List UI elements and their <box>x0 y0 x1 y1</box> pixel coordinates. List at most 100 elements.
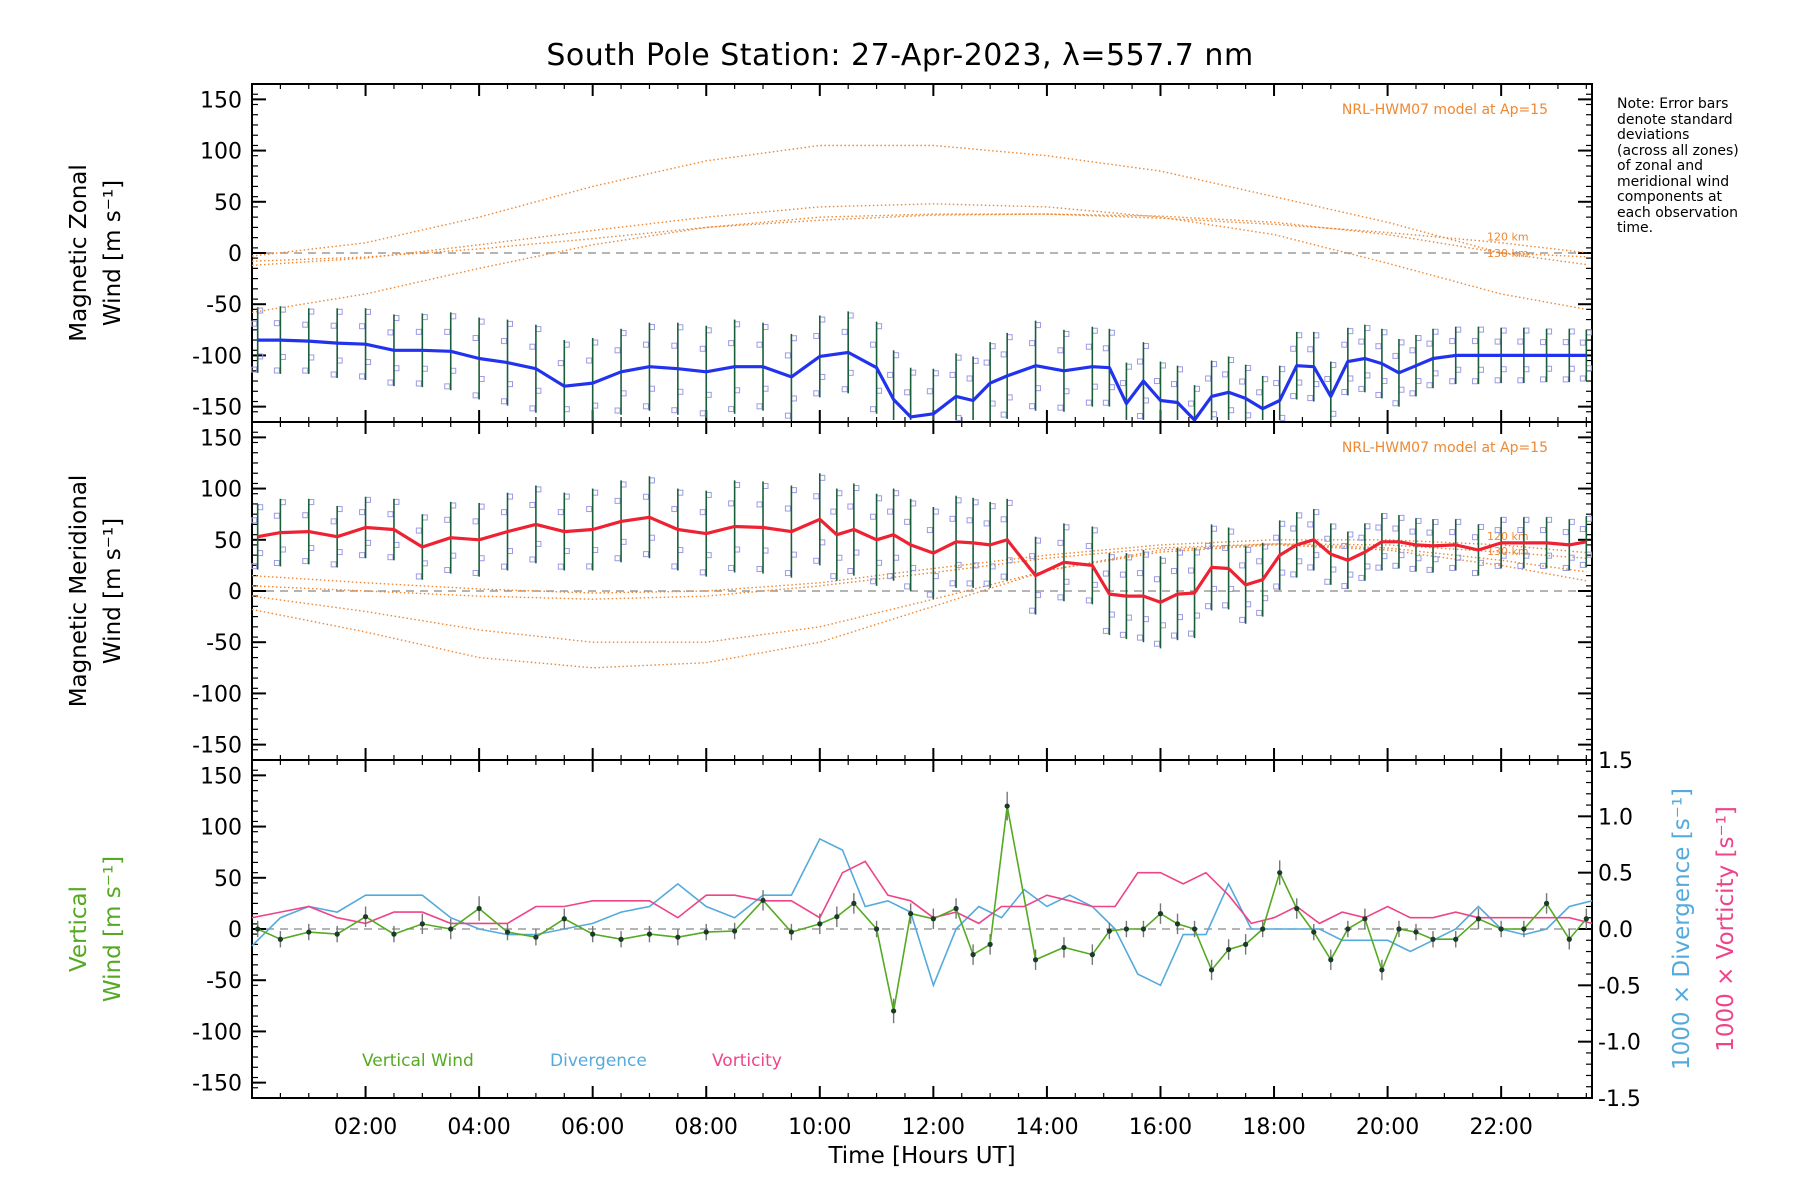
sample-marker <box>1000 351 1007 358</box>
x-tick-label: 14:00 <box>1015 1115 1078 1140</box>
sample-marker <box>1102 627 1109 634</box>
y2-axis-label-vorticity: 1000 × Vorticity [s⁻¹] <box>1713 806 1739 1052</box>
vertical-point <box>1498 926 1504 932</box>
sample-marker <box>1392 525 1399 532</box>
vertical-point <box>873 926 880 932</box>
sample-marker <box>1307 521 1314 528</box>
sample-marker <box>1471 378 1478 385</box>
sample-marker <box>1375 343 1382 350</box>
sample-marker <box>1471 338 1478 345</box>
vertical-point <box>1379 967 1385 973</box>
vertical-point <box>476 905 482 912</box>
y2-label-vorticity: 1000 × Vorticity [s⁻¹] <box>1713 806 1739 1052</box>
sample-marker <box>415 573 422 580</box>
sample-marker <box>1409 347 1416 354</box>
y-tick-label: 50 <box>214 867 242 892</box>
y-tick-label: -150 <box>192 396 242 421</box>
sample-marker <box>870 406 877 413</box>
y-axis-label-vertical-line: Vertical <box>66 886 92 972</box>
sample-marker <box>870 578 877 585</box>
sample-marker <box>1579 339 1586 346</box>
panel-zonal: -150 -100 -50 0 50 100 150 NRL-HWM07 model at A… <box>192 83 1593 423</box>
sample-marker <box>1239 378 1246 385</box>
sample-marker <box>501 509 508 516</box>
model-curve <box>251 144 1587 266</box>
sample-marker <box>387 379 394 386</box>
sample-marker <box>983 580 990 587</box>
sample-marker <box>1409 390 1416 397</box>
panel-vertical: -150 -100 -50 0 50 100 150 -1.5 -1.0 -0.5 0.0 0.5 1.… <box>192 749 1641 1169</box>
legend-item: Vorticity <box>712 1051 782 1071</box>
sample-marker <box>1471 534 1478 541</box>
vertical-point <box>1294 905 1300 912</box>
y2-tick-label: 1.5 <box>1598 749 1633 774</box>
sample-marker <box>501 398 508 405</box>
sample-marker <box>1449 529 1456 536</box>
sample-marker <box>387 511 394 518</box>
sample-marker <box>1562 529 1569 536</box>
sample-marker <box>1029 553 1036 560</box>
sample-marker <box>1273 583 1280 590</box>
vertical-point <box>1430 936 1436 942</box>
sample-marker <box>887 371 894 378</box>
x-tick-label: 10:00 <box>788 1115 851 1140</box>
sample-marker <box>1057 539 1064 546</box>
sample-marker <box>330 518 337 525</box>
y-axis-label-vertical: Vertical Wind [m s⁻¹] <box>66 856 126 1002</box>
sample-marker <box>1102 570 1109 577</box>
sample-marker <box>557 563 564 570</box>
model-altitude-label: 130 km <box>1487 545 1529 558</box>
vertical-point <box>970 952 976 958</box>
sample-marker <box>614 497 621 504</box>
vertical-point <box>1328 957 1334 963</box>
sample-marker <box>614 347 621 354</box>
vertical-point <box>504 929 511 935</box>
sample-marker <box>1540 376 1547 383</box>
vertical-point <box>987 941 993 947</box>
sample-marker <box>273 560 280 567</box>
y2-label-divergence: 1000 × Divergence [s⁻¹] <box>1669 788 1695 1070</box>
sample-marker <box>1392 352 1399 359</box>
model-altitude-label: 120 km <box>1487 530 1529 543</box>
vertical-point <box>1208 967 1215 973</box>
vertical-point <box>1345 926 1351 932</box>
vertical-point <box>817 921 823 927</box>
sample-marker <box>1307 395 1314 402</box>
model-curve <box>251 213 1587 314</box>
sample-marker <box>1375 391 1382 398</box>
sample-marker <box>1256 609 1263 616</box>
sample-marker <box>926 388 933 395</box>
sample-marker <box>1239 616 1246 623</box>
vertical-point <box>851 900 857 906</box>
sample-marker <box>784 505 791 512</box>
vertical-point <box>1226 946 1232 953</box>
sample-marker <box>926 527 933 534</box>
y-tick-label: -100 <box>192 1020 242 1045</box>
sample-marker <box>273 320 280 327</box>
sample-marker <box>1324 375 1331 382</box>
error-bar-note: Note: Error bars denote standard deviati… <box>1617 96 1739 236</box>
sample-marker <box>1273 380 1280 387</box>
sample-marker <box>1562 376 1569 383</box>
sample-marker <box>1579 526 1586 533</box>
sample-marker <box>1449 338 1456 345</box>
sample-marker <box>1256 389 1263 396</box>
sample-marker <box>359 323 366 330</box>
vertical-point <box>1089 952 1095 958</box>
y-axis-label-zonal-line: Wind [m s⁻¹] <box>100 180 126 326</box>
sample-marker <box>302 512 309 519</box>
sample-marker <box>614 407 621 414</box>
sample-marker <box>904 583 911 590</box>
sample-marker <box>1307 346 1314 353</box>
sample-marker <box>847 568 854 575</box>
vertical-point <box>1032 957 1039 963</box>
sample-marker <box>841 386 848 393</box>
model-curve <box>251 544 1587 643</box>
sample-marker <box>1205 375 1212 382</box>
y-tick-label: 100 <box>200 478 242 503</box>
sample-marker <box>870 341 877 348</box>
sample-marker <box>671 342 678 349</box>
sample-marker <box>1494 338 1501 345</box>
sample-marker <box>1375 564 1382 571</box>
y-tick-label: 100 <box>200 140 242 165</box>
